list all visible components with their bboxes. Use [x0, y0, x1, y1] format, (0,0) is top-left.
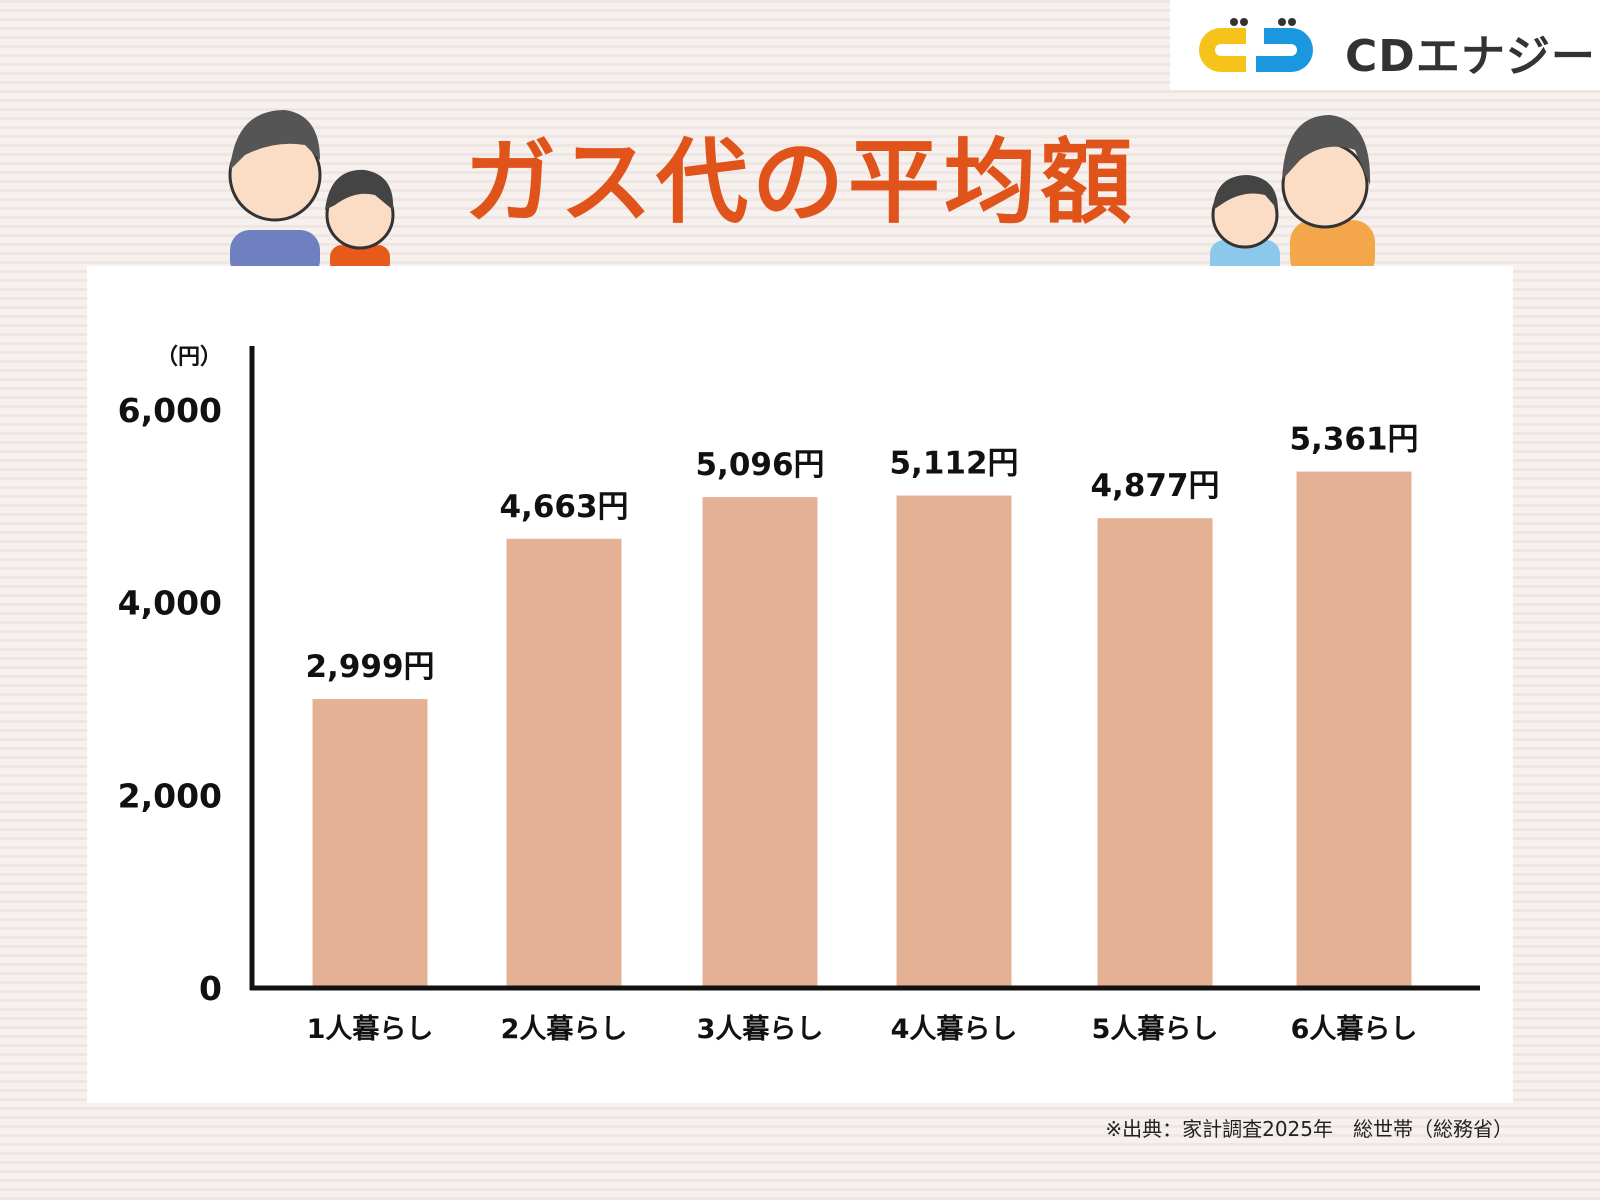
y-tick-label: 6,000	[118, 391, 222, 430]
data-label: 4,877円	[1090, 468, 1219, 504]
x-tick-label: 1人暮らし	[307, 1014, 434, 1045]
logo-text: CDエナジー	[1345, 31, 1596, 82]
family-illustration-left-icon	[228, 110, 395, 270]
bar-1	[312, 699, 428, 988]
page-title: ガス代の平均額	[463, 129, 1136, 236]
x-tick-label: 3人暮らし	[697, 1014, 824, 1045]
chart-panel: （円） 0 2,000 4,000 6,000 2,999円 1人暮らし 4,663円 2人暮ら…	[87, 266, 1513, 1103]
bar-3	[702, 497, 818, 988]
x-tick-label: 2人暮らし	[501, 1014, 628, 1045]
data-label: 5,112円	[889, 446, 1018, 482]
data-label: 5,361円	[1289, 422, 1418, 458]
data-label: 2,999円	[305, 649, 434, 685]
data-label: 4,663円	[499, 489, 628, 525]
y-axis-unit-label: （円）	[156, 345, 222, 370]
x-tick-label: 4人暮らし	[891, 1014, 1018, 1045]
bar-4	[896, 495, 1012, 988]
logo-mark-icon	[1199, 18, 1313, 72]
y-tick-label: 2,000	[118, 776, 222, 815]
bar-5	[1097, 518, 1213, 988]
bar-chart: （円） 0 2,000 4,000 6,000 2,999円 1人暮らし 4,663円 2人暮ら…	[118, 345, 1480, 1045]
data-label: 5,096円	[695, 447, 824, 483]
y-tick-label: 4,000	[118, 584, 222, 623]
y-tick-label: 0	[199, 969, 222, 1008]
family-illustration-right-icon	[1210, 115, 1375, 270]
bar-6	[1296, 471, 1412, 988]
brand-logo: CDエナジー	[1170, 0, 1600, 90]
x-tick-label: 6人暮らし	[1291, 1014, 1418, 1045]
source-note: ※出典：家計調査2025年 総世帯（総務省）	[1105, 1117, 1513, 1141]
bar-2	[506, 538, 622, 988]
x-tick-label: 5人暮らし	[1092, 1014, 1219, 1045]
